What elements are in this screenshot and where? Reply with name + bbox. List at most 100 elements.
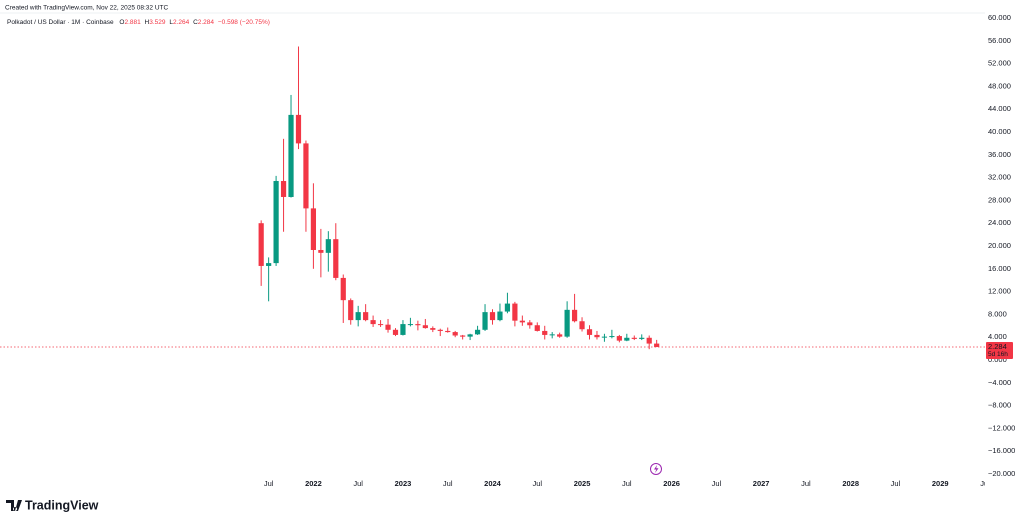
plot-area: Jul 2022 Jul 2023 Jul 2024 Jul 2025 Jul 2026 Jul 20… — [0, 12, 1024, 492]
ohlc-letter: C — [193, 19, 198, 26]
countdown: 5d 16h — [988, 351, 1008, 358]
candle-body — [303, 143, 309, 209]
candle-body — [474, 329, 481, 335]
candle-body — [489, 312, 496, 321]
x-tick-label: 2023 — [395, 479, 412, 488]
x-tick-label: Jul — [712, 479, 722, 488]
candle-body — [512, 303, 518, 321]
y-tick-label: 20.000 — [988, 241, 1011, 250]
candle-body — [467, 334, 473, 337]
candle-body — [482, 312, 488, 330]
candle-body — [579, 321, 585, 330]
y-tick-label: 8.000 — [988, 309, 1007, 318]
y-tick-label: 12.000 — [988, 287, 1011, 296]
x-tick-label: Jul — [443, 479, 453, 488]
y-tick-label: −12.000 — [988, 423, 1015, 432]
candle-body — [377, 324, 384, 326]
x-tick-label: 2024 — [484, 479, 502, 488]
ohlc-value: 2.284 — [198, 19, 215, 26]
price-axis-panel — [985, 12, 1024, 492]
y-tick-label: 32.000 — [988, 173, 1011, 182]
candle-body — [504, 303, 511, 312]
y-tick-label: 4.000 — [988, 332, 1007, 341]
candle-body — [310, 208, 317, 250]
candle-body — [646, 337, 652, 344]
candle-body — [542, 330, 548, 335]
candle-body — [370, 320, 376, 325]
ohlc-value: 3.529 — [149, 19, 166, 26]
candle-body — [430, 328, 436, 330]
candle-body — [273, 181, 279, 264]
y-tick-label: 44.000 — [988, 104, 1011, 113]
candle-body — [586, 329, 593, 335]
symbol: Polkadot / US Dollar · 1M · Coinbase — [7, 19, 114, 26]
x-tick-label: 2026 — [663, 479, 680, 488]
legend-header: Polkadot / US Dollar · 1M · Coinbase O 2.… — [7, 19, 270, 26]
x-tick-label: 2022 — [305, 479, 322, 488]
y-tick-label: 60.000 — [988, 13, 1011, 22]
y-tick-label: 52.000 — [988, 59, 1011, 68]
candle-body — [445, 330, 451, 333]
created-note: Created with TradingView.com, Nov 22, 20… — [5, 5, 168, 12]
candle-body — [333, 239, 339, 278]
y-tick-label: 28.000 — [988, 195, 1011, 204]
x-tick-label: 2029 — [932, 479, 949, 488]
y-tick-label: −20.000 — [988, 469, 1015, 478]
x-tick-label: Jul — [353, 479, 363, 488]
price-label: 2.284 — [988, 342, 1007, 351]
candle-body — [288, 114, 294, 197]
y-tick-label: 36.000 — [988, 150, 1011, 159]
x-tick-label: 2027 — [753, 479, 770, 488]
candle-body — [437, 329, 443, 331]
y-tick-label: −4.000 — [988, 378, 1011, 387]
candle-body — [318, 249, 324, 253]
x-tick-label: 2025 — [574, 479, 591, 488]
candle-body — [280, 181, 287, 197]
candle-body — [392, 329, 399, 335]
ohlc-value: 2.264 — [173, 19, 190, 26]
candle-body — [452, 332, 458, 336]
candle-body — [415, 324, 421, 326]
candle-body — [295, 114, 302, 144]
y-tick-label: −16.000 — [988, 446, 1015, 455]
change: −0.598 (−20.75%) — [218, 19, 270, 26]
x-tick-label: Jul — [622, 479, 632, 488]
candle-body — [266, 263, 272, 266]
candle-body — [624, 337, 630, 341]
candle-body — [422, 325, 428, 329]
ohlc-letter: L — [169, 19, 173, 26]
candle-body — [616, 336, 622, 341]
candle-body — [258, 223, 264, 266]
x-tick-label: Jul — [264, 479, 274, 488]
ohlc-letter: O — [119, 19, 124, 26]
candle-body — [534, 325, 540, 331]
candle-body — [571, 309, 578, 322]
candle-body — [549, 334, 555, 336]
y-tick-label: 40.000 — [988, 127, 1011, 136]
candle-body — [609, 336, 615, 338]
ohlc-letter: H — [145, 19, 150, 26]
candle-body — [631, 337, 637, 339]
y-tick-label: 24.000 — [988, 218, 1011, 227]
y-tick-label: −8.000 — [988, 401, 1011, 410]
x-tick-label: 2028 — [842, 479, 859, 488]
x-tick-label: Jul — [891, 479, 901, 488]
y-tick-label: 48.000 — [988, 81, 1011, 90]
candle-body — [519, 320, 525, 323]
candle-body — [594, 334, 600, 338]
x-tick-label: Jul — [532, 479, 542, 488]
brand-name: TradingView — [25, 498, 99, 512]
y-tick-label: 0.000 — [988, 355, 1007, 364]
candle-body — [363, 312, 369, 321]
candle-body — [348, 300, 354, 321]
y-tick-label: 16.000 — [988, 264, 1011, 273]
candle-body — [385, 324, 391, 330]
candle-body — [460, 335, 466, 337]
candle-body — [639, 337, 645, 339]
candle-body — [407, 324, 414, 326]
candle-body — [325, 239, 331, 253]
candle-body — [497, 311, 503, 321]
candle-body — [400, 324, 406, 335]
